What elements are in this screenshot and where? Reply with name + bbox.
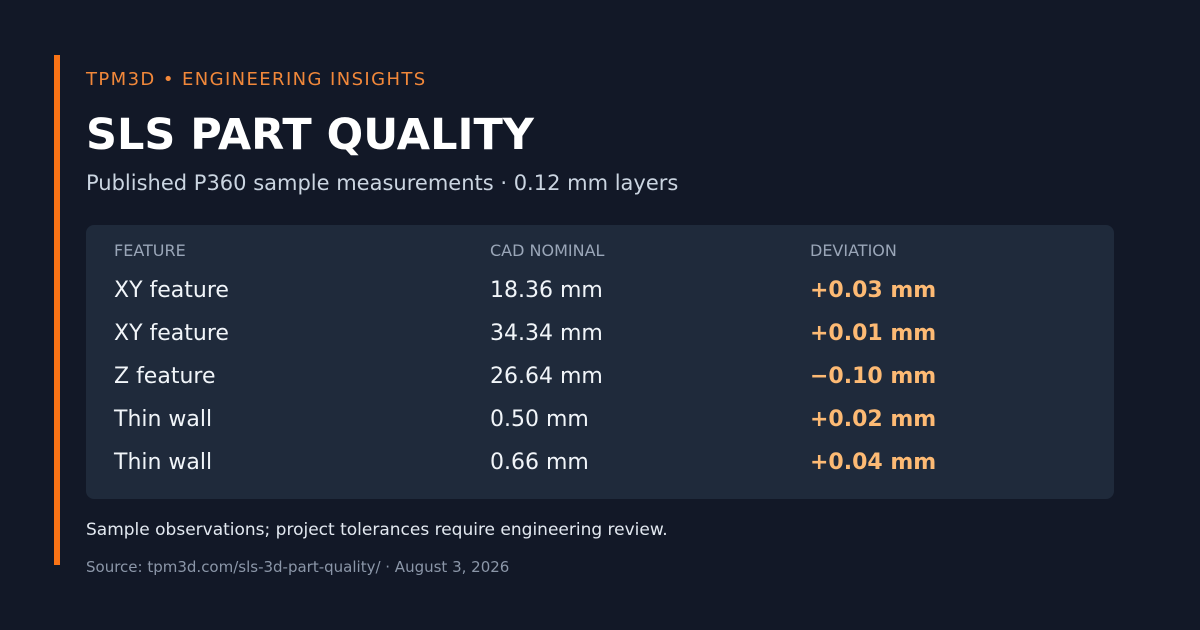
deviation-cell: +0.04 mm [810,450,937,475]
nominal-cell: 18.36 mm [490,278,603,303]
nominal-cell: 0.50 mm [490,407,589,432]
deviation-cell: +0.03 mm [810,278,937,303]
nominal-cell: 0.66 mm [490,450,589,475]
accent-bar [54,55,60,565]
page-title: SLS PART QUALITY [86,110,534,160]
nominal-cell: 34.34 mm [490,321,603,346]
feature-cell: Z feature [114,364,216,389]
footnote: Sample observations; project tolerances … [86,520,668,540]
feature-cell: Thin wall [114,407,213,432]
feature-cell: XY feature [114,321,229,346]
source-line: Source: tpm3d.com/sls-3d-part-quality/ ·… [86,558,510,576]
feature-cell: Thin wall [114,450,213,475]
column-header-feature: FEATURE [114,241,186,260]
nominal-cell: 26.64 mm [490,364,603,389]
column-header-cad-nominal: CAD NOMINAL [490,241,605,260]
page-subtitle: Published P360 sample measurements · 0.1… [86,171,679,195]
deviation-cell: +0.02 mm [810,407,937,432]
eyebrow-label: TPM3D • ENGINEERING INSIGHTS [86,69,427,90]
measurements-table [86,225,1114,499]
feature-cell: XY feature [114,278,229,303]
deviation-cell: −0.10 mm [810,364,937,389]
column-header-deviation: DEVIATION [810,241,897,260]
deviation-cell: +0.01 mm [810,321,937,346]
